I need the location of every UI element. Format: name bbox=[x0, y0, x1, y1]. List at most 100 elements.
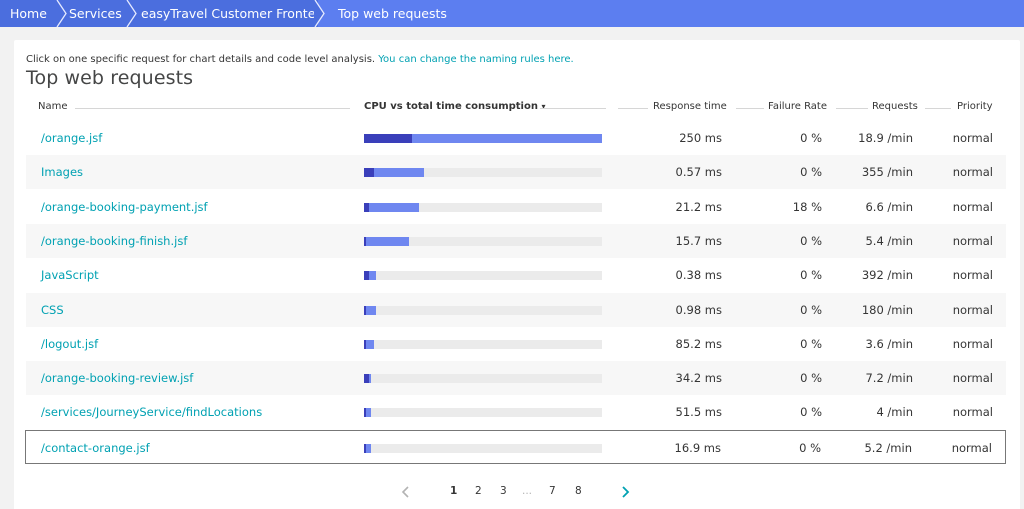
previous-page-icon[interactable] bbox=[401, 486, 411, 498]
header-divider bbox=[618, 108, 648, 109]
total-time-bar bbox=[364, 408, 372, 418]
naming-rules-link[interactable]: You can change the naming rules here. bbox=[378, 54, 574, 65]
request-name-link[interactable]: /logout.jsf bbox=[41, 336, 99, 351]
requests-value: 392 /min bbox=[861, 268, 913, 283]
request-name-link[interactable]: /services/JourneyService/findLocations bbox=[41, 405, 263, 420]
cpu-vs-total-bar bbox=[364, 236, 602, 246]
request-name-link[interactable]: /orange.jsf bbox=[41, 131, 103, 145]
table-row[interactable]: /orange-booking-payment.jsf 21.2 ms 18 % 6.… bbox=[26, 190, 1006, 224]
table-row[interactable]: /logout.jsf 85.2 ms 0 % 3.6 /min normal bbox=[26, 327, 1006, 361]
table-row[interactable]: /orange-booking-finish.jsf 15.7 ms 0 % 5.4 … bbox=[26, 223, 1006, 258]
table-row[interactable]: /services/JourneyService/findLocations 51… bbox=[26, 395, 1006, 429]
requests-value: 5.4 /min bbox=[865, 233, 913, 248]
table-row[interactable]: JavaScript 0.38 ms 0 % 392 /min normal bbox=[26, 258, 1006, 292]
page-title: Top web requests bbox=[26, 67, 194, 89]
requests-value: 18.9 /min bbox=[858, 131, 913, 145]
breadcrumb-service-name[interactable]: easyTravel Customer Frontend bbox=[141, 6, 332, 21]
priority-value: normal bbox=[952, 233, 993, 248]
cpu-time-bar bbox=[364, 202, 369, 212]
request-name-link[interactable]: Images bbox=[41, 165, 84, 180]
cpu-vs-total-bar bbox=[364, 339, 602, 349]
cpu-time-bar bbox=[364, 374, 369, 384]
response-time-value: 15.7 ms bbox=[675, 233, 722, 248]
cpu-vs-total-bar bbox=[364, 168, 602, 178]
column-header-failure-rate[interactable]: Failure Rate bbox=[768, 101, 828, 112]
table-row[interactable]: CSS 0.98 ms 0 % 180 /min normal bbox=[26, 292, 1006, 327]
total-time-bar bbox=[364, 443, 372, 453]
priority-value: normal bbox=[951, 440, 992, 455]
column-header-cpu-label: CPU vs total time consumption bbox=[364, 101, 538, 112]
table-row[interactable]: Images 0.57 ms 0 % 355 /min normal bbox=[26, 155, 1006, 190]
response-time-value: 21.2 ms bbox=[675, 199, 722, 214]
priority-value: normal bbox=[952, 336, 993, 351]
total-time-bar bbox=[364, 134, 602, 143]
failure-rate-value: 0 % bbox=[800, 371, 822, 386]
failure-rate-value: 0 % bbox=[800, 405, 822, 420]
response-time-value: 16.9 ms bbox=[674, 440, 721, 455]
cpu-vs-total-bar bbox=[364, 374, 602, 384]
page-ellipsis: ... bbox=[522, 485, 533, 497]
cpu-vs-total-bar bbox=[364, 443, 602, 453]
priority-value: normal bbox=[952, 131, 993, 145]
response-time-value: 34.2 ms bbox=[675, 371, 722, 386]
table-row[interactable]: /contact-orange.jsf 16.9 ms 0 % 5.2 /min nor… bbox=[25, 429, 1006, 464]
failure-rate-value: 0 % bbox=[800, 233, 822, 248]
total-time-bar bbox=[364, 168, 424, 178]
breadcrumb-services[interactable]: Services bbox=[69, 6, 122, 21]
response-time-value: 85.2 ms bbox=[675, 336, 722, 351]
total-time-bar bbox=[364, 339, 374, 349]
breadcrumb: Home Services easyTravel Customer Fronte… bbox=[0, 0, 1024, 27]
priority-value: normal bbox=[952, 371, 993, 386]
column-header-requests[interactable]: Requests bbox=[872, 101, 918, 112]
request-name-link[interactable]: CSS bbox=[41, 302, 64, 317]
page-8[interactable]: 8 bbox=[575, 485, 582, 497]
cpu-vs-total-bar bbox=[364, 305, 602, 315]
table-row[interactable]: /orange.jsf 250 ms 0 % 18.9 /min normal bbox=[26, 121, 1006, 155]
priority-value: normal bbox=[952, 268, 993, 283]
failure-rate-value: 0 % bbox=[800, 268, 822, 283]
breadcrumb-separator-icon bbox=[56, 0, 67, 27]
failure-rate-value: 0 % bbox=[800, 165, 822, 180]
cpu-vs-total-bar bbox=[364, 134, 602, 143]
intro-text: Click on one specific request for chart … bbox=[26, 54, 574, 65]
requests-value: 5.2 /min bbox=[864, 440, 912, 455]
request-name-link[interactable]: /orange-booking-finish.jsf bbox=[41, 233, 188, 248]
column-header-name[interactable]: Name bbox=[38, 101, 68, 112]
failure-rate-value: 0 % bbox=[800, 336, 822, 351]
total-time-bar bbox=[364, 271, 376, 281]
page-3[interactable]: 3 bbox=[500, 485, 507, 497]
column-header-cpu[interactable]: CPU vs total time consumption ▾ bbox=[364, 101, 545, 112]
next-page-icon[interactable] bbox=[620, 486, 630, 498]
requests-value: 4 /min bbox=[876, 405, 913, 420]
cpu-time-bar bbox=[364, 271, 369, 281]
column-header-response-time[interactable]: Response time bbox=[653, 101, 727, 112]
response-time-value: 0.38 ms bbox=[675, 268, 722, 283]
breadcrumb-separator-icon bbox=[126, 0, 137, 27]
page-7[interactable]: 7 bbox=[549, 485, 556, 497]
cpu-time-bar bbox=[364, 305, 367, 315]
total-time-bar bbox=[364, 305, 376, 315]
page-1[interactable]: 1 bbox=[450, 485, 458, 497]
failure-rate-value: 0 % bbox=[800, 131, 822, 145]
page-2[interactable]: 2 bbox=[475, 485, 482, 497]
request-name-link[interactable]: /contact-orange.jsf bbox=[41, 440, 150, 455]
cpu-time-bar bbox=[364, 236, 367, 246]
header-divider bbox=[75, 108, 350, 109]
table-row[interactable]: /orange-booking-review.jsf 34.2 ms 0 % 7.2 … bbox=[26, 361, 1006, 396]
header-divider bbox=[736, 108, 764, 109]
request-name-link[interactable]: JavaScript bbox=[41, 268, 99, 283]
response-time-value: 0.57 ms bbox=[675, 165, 722, 180]
header-divider bbox=[540, 108, 606, 109]
cpu-vs-total-bar bbox=[364, 408, 602, 418]
column-header-priority[interactable]: Priority bbox=[957, 101, 993, 112]
breadcrumb-separator-icon bbox=[314, 0, 325, 27]
sort-desc-icon: ▾ bbox=[541, 102, 546, 111]
priority-value: normal bbox=[952, 165, 993, 180]
cpu-time-bar bbox=[364, 339, 367, 349]
requests-value: 3.6 /min bbox=[865, 336, 913, 351]
total-time-bar bbox=[364, 202, 419, 212]
breadcrumb-home[interactable]: Home bbox=[10, 6, 47, 21]
request-name-link[interactable]: /orange-booking-payment.jsf bbox=[41, 199, 208, 214]
cpu-time-bar bbox=[364, 443, 367, 453]
request-name-link[interactable]: /orange-booking-review.jsf bbox=[41, 371, 194, 386]
